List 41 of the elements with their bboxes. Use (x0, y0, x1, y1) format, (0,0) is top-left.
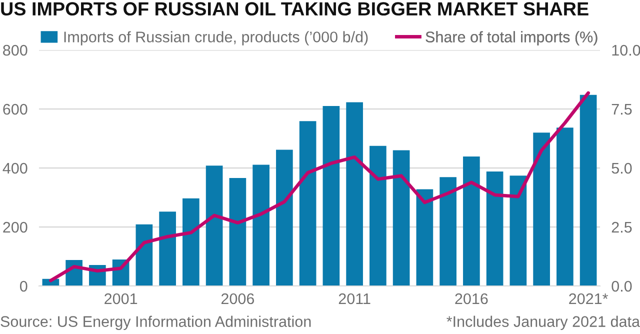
bar (206, 166, 223, 286)
y-tick-label: 400 (2, 162, 28, 174)
bar (182, 198, 200, 286)
bar (276, 150, 293, 286)
y2-tick-label: 10.0 (612, 44, 640, 56)
x-tick-label: 2016 (455, 293, 488, 304)
x-tick-label: 2011 (338, 293, 370, 304)
y-tick-label: 600 (3, 104, 28, 115)
bar (440, 177, 456, 286)
y-tick-label: 200 (3, 222, 28, 233)
bar (580, 94, 597, 286)
text: *Includes January 2021 data (446, 316, 640, 330)
bar (370, 146, 386, 286)
x-tick-label: 2006 (221, 293, 254, 304)
bar (252, 164, 270, 286)
legend-label: Imports of Russian crude, products (’000 b/d) (64, 31, 368, 46)
bar (533, 132, 550, 286)
bar (392, 150, 410, 286)
x-tick-label: 2001 (104, 293, 138, 304)
y-tick-label: 800 (3, 44, 28, 56)
bar (416, 189, 434, 286)
bar (159, 212, 176, 286)
y2-tick-label: 7.5 (612, 104, 632, 115)
source-note: Source: US Energy Information Administration (0, 316, 311, 330)
bar (322, 106, 340, 286)
bar (556, 128, 574, 286)
y2-tick-label: 0.0 (612, 280, 632, 292)
legend-label: Share of total imports (%) (426, 31, 598, 46)
y2-tick-label: 5.0 (612, 162, 632, 174)
bar (299, 121, 316, 286)
line-series (49, 91, 590, 282)
bar (463, 156, 480, 286)
y-tick-label: 0 (20, 280, 28, 292)
bar (486, 172, 504, 286)
chart-title: US IMPORTS OF RUSSIAN OIL TAKING BIGGER MARKET SHARE (1, 2, 588, 16)
y2-tick-label: 2.5 (612, 222, 632, 233)
bar (346, 102, 363, 286)
bar (229, 178, 246, 286)
bar (510, 176, 527, 286)
bar (136, 224, 153, 286)
x-tick-label: 2021* (569, 293, 608, 304)
